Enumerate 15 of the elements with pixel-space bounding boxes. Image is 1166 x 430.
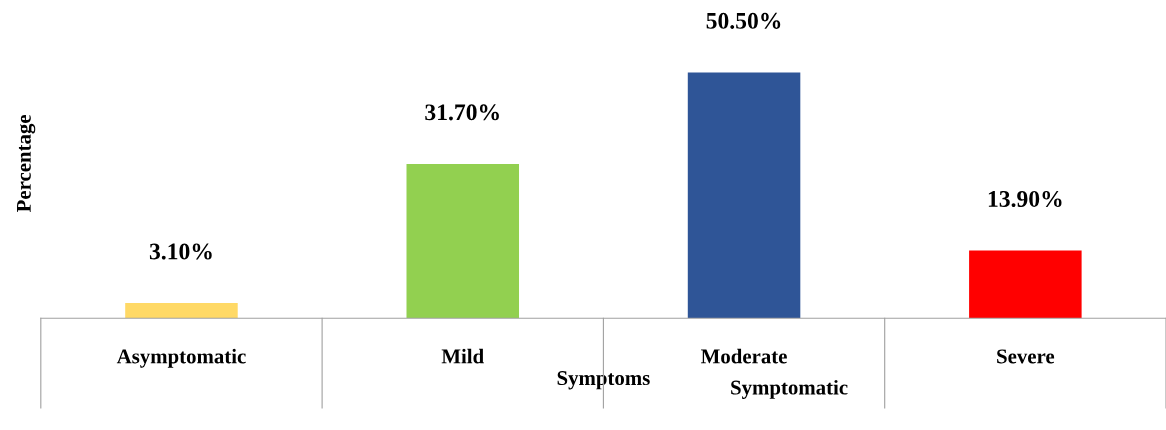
x-tick-label: Moderate (701, 348, 787, 364)
data-label: 13.90% (988, 190, 1062, 207)
bar (125, 303, 238, 319)
bar (406, 163, 520, 319)
text: Symptomatic (731, 379, 848, 399)
bar (687, 72, 801, 319)
data-label: 31.70% (425, 104, 499, 121)
bar (969, 250, 1082, 319)
x-axis-title: Symptoms (557, 371, 650, 390)
x-tick-label: Mild (441, 348, 484, 364)
x-tick-label: Severe (997, 349, 1055, 364)
y-axis-title: Percentage (17, 114, 36, 213)
data-label: 3.10% (149, 243, 212, 260)
data-label: 50.50% (706, 12, 781, 29)
x-tick-label: Asymptomatic (116, 348, 246, 368)
